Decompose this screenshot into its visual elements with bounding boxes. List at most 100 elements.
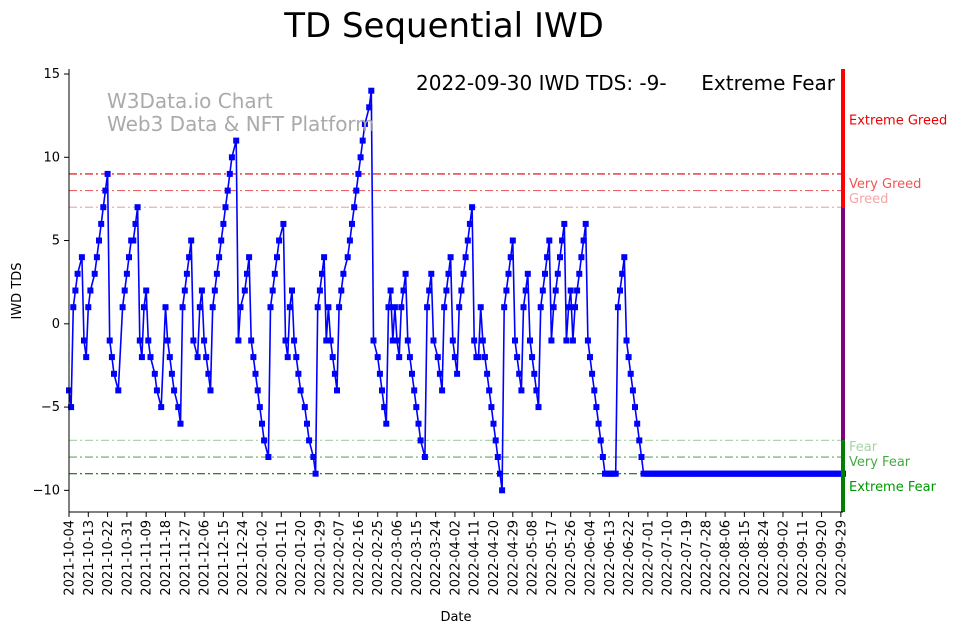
data-point <box>454 370 461 377</box>
data-point <box>196 304 203 311</box>
data-point <box>289 287 295 294</box>
data-point <box>186 254 193 261</box>
x-tick-label: 2022-05-17 <box>545 520 560 596</box>
x-tick-label: 2022-08-24 <box>757 520 772 596</box>
data-point <box>164 337 171 344</box>
data-point <box>314 304 321 311</box>
data-point <box>436 370 443 377</box>
data-point <box>323 337 330 344</box>
greed-label: Greed <box>849 192 888 207</box>
data-point <box>552 287 559 294</box>
data-point <box>93 254 100 261</box>
data-point <box>158 404 165 411</box>
y-tick-label: 15 <box>43 67 60 82</box>
watermark-line-2: Web3 Data & NFT Platform <box>107 112 375 136</box>
data-point <box>619 270 626 277</box>
side-bar-red <box>841 69 845 208</box>
x-tick-label: 2022-06-22 <box>622 520 637 596</box>
very-greed-label: Very Greed <box>849 177 921 192</box>
data-point <box>68 404 75 411</box>
data-point <box>559 237 566 244</box>
data-point <box>501 304 508 311</box>
data-point <box>537 304 544 311</box>
data-point <box>462 254 469 261</box>
data-point <box>550 304 557 311</box>
data-point <box>589 370 596 377</box>
data-point <box>271 270 278 277</box>
data-point <box>329 354 336 361</box>
data-point <box>396 354 403 361</box>
data-point <box>612 470 619 477</box>
x-tick-label: 2022-07-28 <box>699 520 714 596</box>
data-point <box>151 370 158 377</box>
data-point <box>629 387 636 394</box>
data-point <box>391 304 398 311</box>
data-point <box>74 270 81 277</box>
x-tick-label: 2021-12-24 <box>236 520 251 596</box>
data-point <box>291 337 298 344</box>
data-point <box>87 287 94 294</box>
data-point <box>126 254 132 261</box>
data-point <box>319 270 325 277</box>
data-point <box>593 404 600 411</box>
y-tick-label: 0 <box>52 317 60 332</box>
status-sentiment: Extreme Fear <box>701 71 836 95</box>
x-tick-label: 2022-04-11 <box>468 520 483 596</box>
data-point <box>213 270 220 277</box>
y-ticks: −10 −5 0 5 10 15 <box>33 67 69 498</box>
data-point <box>576 270 583 277</box>
y-tick-label: 5 <box>52 234 60 249</box>
data-point <box>481 354 488 361</box>
data-point <box>211 287 218 294</box>
data-point <box>625 354 632 361</box>
data-point <box>527 337 533 344</box>
data-point <box>394 337 400 344</box>
data-point <box>183 270 190 277</box>
data-point <box>623 337 630 344</box>
data-point <box>591 387 598 394</box>
data-point <box>578 254 585 261</box>
data-point <box>209 304 216 311</box>
data-point <box>451 354 458 361</box>
data-point <box>514 354 521 361</box>
data-point <box>503 287 510 294</box>
data-point <box>569 337 576 344</box>
data-point <box>115 387 122 394</box>
x-tick-label: 2022-07-01 <box>641 520 656 596</box>
fear-label: Fear <box>849 440 878 455</box>
data-point <box>563 337 570 344</box>
data-point <box>295 370 302 377</box>
data-point <box>460 270 467 277</box>
x-tick-label: 2022-07-10 <box>661 520 676 596</box>
x-tick-label: 2022-09-20 <box>815 520 830 596</box>
data-point <box>531 370 538 377</box>
x-tick-label: 2022-04-29 <box>506 520 521 596</box>
data-point <box>241 287 248 294</box>
data-point <box>430 337 437 344</box>
data-point <box>516 370 523 377</box>
data-point <box>389 337 396 344</box>
data-point <box>428 270 435 277</box>
data-point <box>381 404 388 411</box>
data-point <box>359 137 366 144</box>
x-tick-label: 2022-09-11 <box>796 520 811 596</box>
data-point <box>486 387 493 394</box>
data-point <box>379 387 385 394</box>
data-point <box>130 237 137 244</box>
data-point <box>327 337 334 344</box>
data-point <box>111 370 117 377</box>
data-point <box>447 254 454 261</box>
x-tick-label: 2022-08-06 <box>719 520 734 596</box>
data-point <box>357 154 364 161</box>
x-tick-label: 2022-03-15 <box>410 520 425 596</box>
x-tick-label: 2022-01-02 <box>255 520 270 596</box>
data-point <box>85 304 92 311</box>
x-tick-label: 2021-10-22 <box>101 520 116 596</box>
data-point <box>293 354 300 361</box>
data-point <box>78 254 85 261</box>
data-point <box>499 487 506 494</box>
data-point <box>297 387 304 394</box>
data-point <box>524 270 531 277</box>
data-point <box>376 370 383 377</box>
data-point <box>256 404 263 411</box>
